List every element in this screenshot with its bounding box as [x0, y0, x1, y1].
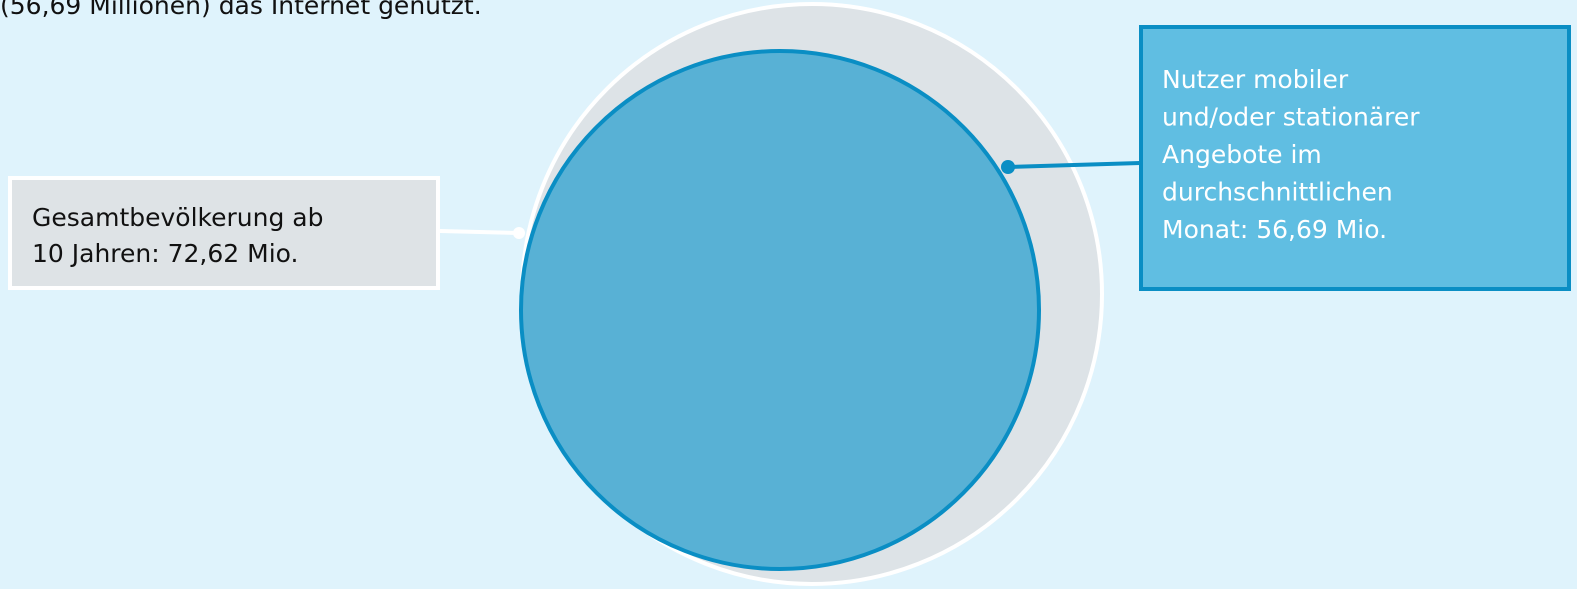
- users-label: durchschnittlichen: [1162, 178, 1393, 207]
- intro-text: (56,69 Millionen) das Internet genutzt.: [0, 0, 482, 20]
- users-label: Monat: 56,69 Mio.: [1162, 215, 1387, 244]
- users-label: und/oder stationärer: [1162, 103, 1420, 132]
- population-label: Gesamtbevölkerung ab: [32, 203, 323, 232]
- users-label: Angebote im: [1162, 140, 1322, 169]
- population-box: [8, 176, 440, 290]
- users-box: [1139, 25, 1571, 291]
- population-dot: [513, 227, 525, 239]
- population-label: 10 Jahren: 72,62 Mio.: [32, 239, 298, 268]
- users-circle: [519, 49, 1041, 571]
- users-label-group: Nutzer mobiler und/oder stationärer Angebo…: [1162, 65, 1420, 244]
- users-dot: [1001, 160, 1015, 174]
- users-connector: [1007, 161, 1141, 169]
- population-connector: [439, 229, 520, 235]
- users-label: Nutzer mobiler: [1162, 65, 1349, 94]
